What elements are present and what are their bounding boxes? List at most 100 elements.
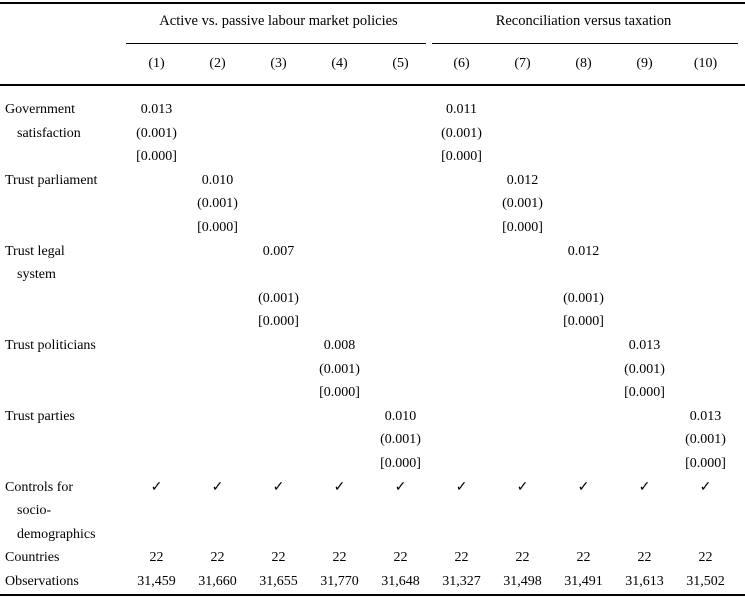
table-cell: [0.000]	[563, 314, 604, 330]
table-cell	[126, 334, 187, 358]
table-cell	[675, 169, 736, 193]
table-cell	[675, 310, 736, 334]
table-cell	[187, 122, 248, 146]
row-label: demographics	[17, 526, 96, 542]
table-cell	[309, 287, 370, 311]
header-body-rule	[0, 84, 745, 86]
table-cell: 31,613	[625, 573, 664, 589]
table-cell	[309, 122, 370, 146]
table-cell	[492, 122, 553, 146]
table-cell	[187, 98, 248, 122]
table-row: Government 0.013 0.011	[0, 98, 736, 122]
table-cell	[248, 122, 309, 146]
column-header: (7)	[514, 56, 531, 71]
table-cell	[553, 122, 614, 146]
table-cell	[187, 358, 248, 382]
table-cell	[187, 428, 248, 452]
table-cell	[553, 499, 614, 523]
table-cell	[370, 98, 431, 122]
table-cell: (0.001)	[685, 432, 726, 448]
group-underline-left	[126, 43, 426, 45]
column-group-header-row: Active vs. passive labour market policie…	[0, 10, 736, 32]
table-cell	[370, 145, 431, 169]
table-cell	[614, 523, 675, 547]
table-cell	[492, 452, 553, 476]
table-cell	[431, 428, 492, 452]
table-cell	[309, 523, 370, 547]
table-cell	[675, 192, 736, 216]
table-cell	[370, 334, 431, 358]
table-cell: 31,498	[503, 573, 542, 589]
table-cell	[553, 523, 614, 547]
column-header: (9)	[636, 56, 653, 71]
row-label	[0, 192, 126, 216]
table-cell: 31,502	[686, 573, 725, 589]
table-row: Trust parliament 0.010 0.012	[0, 169, 736, 193]
table-cell: 0.011	[446, 102, 477, 117]
table-cell	[553, 334, 614, 358]
table-cell	[370, 169, 431, 193]
table-row: Countries 22 22 22 22 22 22 22 22 22 22	[0, 546, 736, 570]
table-cell	[614, 145, 675, 169]
table-cell	[187, 240, 248, 264]
column-header: (6)	[453, 56, 470, 71]
table-cell	[126, 310, 187, 334]
row-label	[0, 145, 126, 169]
table-row: Observations 31,459 31,660 31,655 31,770 31,6…	[0, 570, 736, 594]
table-cell	[675, 98, 736, 122]
table-cell	[675, 145, 736, 169]
table-cell: 22	[515, 550, 530, 566]
table-cell	[553, 192, 614, 216]
table-cell: ✓	[455, 479, 468, 495]
row-label: Government	[5, 102, 75, 117]
table-cell	[370, 263, 431, 287]
table-cell	[187, 499, 248, 523]
column-group-header-active-passive: Active vs. passive labour market policie…	[159, 13, 398, 29]
table-cell	[126, 263, 187, 287]
table-cell	[248, 216, 309, 240]
table-cell: 22	[210, 550, 225, 566]
table-body: Government 0.013 0.011 satisfaction (0.001)(…	[0, 86, 736, 593]
table-cell	[553, 98, 614, 122]
table-cell	[309, 145, 370, 169]
row-label	[0, 381, 126, 405]
table-cell: 22	[698, 550, 713, 566]
top-rule	[0, 2, 745, 4]
table-cell: 22	[332, 550, 347, 566]
table-cell	[614, 287, 675, 311]
column-header: (1)	[148, 56, 165, 71]
table-cell	[492, 240, 553, 264]
table-cell	[187, 310, 248, 334]
table-cell	[614, 405, 675, 429]
table-cell	[675, 216, 736, 240]
column-header-row: (1) (2) (3) (4) (5) (6) (7) (8) (9) (10)	[0, 52, 736, 76]
table-cell	[187, 523, 248, 547]
table-cell	[248, 452, 309, 476]
group-underline-right	[432, 43, 738, 45]
table-cell	[431, 405, 492, 429]
table-cell	[187, 287, 248, 311]
table-cell	[309, 192, 370, 216]
table-cell	[492, 523, 553, 547]
table-row: [0.000] [0.000]	[0, 310, 736, 334]
table-cell	[309, 310, 370, 334]
table-cell	[309, 240, 370, 264]
table-cell: 0.013	[140, 102, 173, 117]
table-cell: [0.000]	[502, 219, 543, 235]
table-cell: 0.013	[689, 408, 722, 424]
table-cell: (0.001)	[319, 361, 360, 377]
table-cell	[675, 358, 736, 382]
table-cell	[187, 145, 248, 169]
table-cell	[553, 216, 614, 240]
table-cell: 31,770	[320, 573, 359, 589]
table-cell: 31,327	[442, 573, 481, 589]
table-row: Controls for ✓ ✓ ✓ ✓ ✓ ✓ ✓ ✓ ✓ ✓	[0, 476, 736, 500]
table-cell	[431, 499, 492, 523]
table-cell: [0.000]	[258, 314, 299, 330]
table-cell: 0.008	[323, 337, 356, 353]
table-cell: 0.012	[567, 243, 600, 259]
table-cell	[126, 169, 187, 193]
table-cell: ✓	[577, 479, 590, 495]
table-cell	[553, 428, 614, 452]
table-cell: ✓	[272, 479, 285, 495]
